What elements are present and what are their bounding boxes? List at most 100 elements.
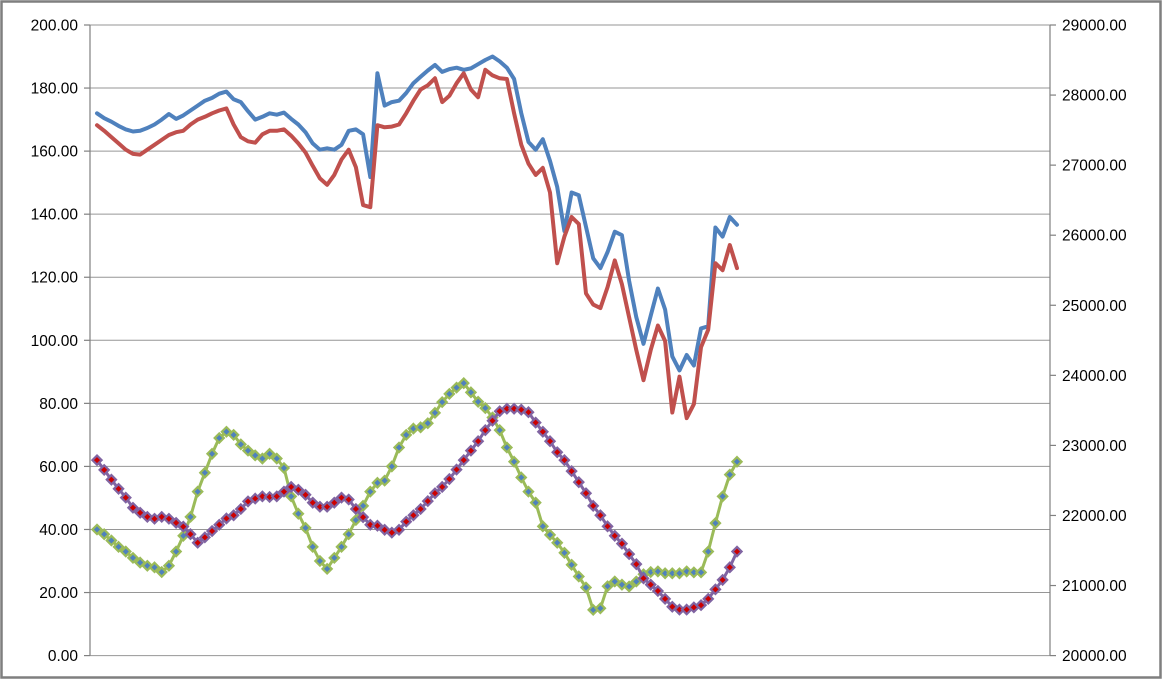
purple-oscillator-line-diamond-marker (529, 416, 542, 429)
green-oscillator-line-diamond-marker (414, 421, 427, 434)
purple-oscillator-line-diamond-marker (400, 515, 413, 528)
purple-oscillator-line-diamond-marker (658, 592, 672, 606)
green-oscillator-line-diamond-marker (493, 424, 506, 437)
purple-oscillator-line-diamond-marker (479, 424, 492, 437)
green-oscillator-line-diamond-marker (680, 565, 693, 578)
green-oscillator-line-diamond-marker (241, 444, 255, 457)
purple-oscillator-line-diamond-marker (651, 584, 665, 598)
series-purple-oscillator-line (90, 402, 744, 616)
purple-oscillator-line-diamond-marker (105, 473, 118, 486)
green-oscillator-line-diamond-marker (464, 386, 478, 399)
green-oscillator-line-diamond-marker (716, 490, 729, 503)
left-axis-label: 120.00 (31, 270, 79, 287)
purple-oscillator-line-diamond-marker (587, 499, 600, 512)
green-oscillator-line-diamond-marker (184, 510, 197, 524)
left-axis-label: 160.00 (31, 144, 79, 161)
green-oscillator-line-diamond-marker (306, 540, 319, 553)
green-oscillator-line-diamond-marker (112, 540, 125, 553)
green-oscillator-line-diamond-marker (651, 565, 665, 578)
green-oscillator-line-diamond-marker (702, 545, 715, 558)
green-oscillator-line-diamond-marker (400, 428, 413, 442)
purple-oscillator-line-diamond-marker (608, 529, 621, 542)
purple-oscillator-line-diamond-marker (709, 583, 722, 596)
green-oscillator-line-diamond-marker (594, 602, 607, 615)
purple-oscillator-line-diamond-marker (227, 509, 240, 522)
green-oscillator-line-diamond-marker (543, 528, 557, 541)
purple-oscillator-line-diamond-marker (543, 435, 557, 448)
right-axis-label: 24000.00 (1062, 368, 1127, 385)
purple-oscillator-line-diamond-marker (184, 528, 197, 541)
green-oscillator-line-diamond-marker (579, 581, 593, 594)
purple-oscillator-line-diamond-marker (457, 453, 470, 467)
purple-oscillator-line-diamond-marker (428, 487, 442, 500)
green-oscillator-line-diamond-marker (299, 521, 312, 535)
green-oscillator-line-diamond-marker (500, 441, 514, 454)
right-axis-label: 28000.00 (1062, 88, 1127, 105)
green-oscillator-line-diamond-marker (392, 441, 406, 454)
left-axis-label: 80.00 (39, 396, 78, 413)
green-oscillator-line-diamond-marker (471, 395, 485, 408)
series-red-price-line (95, 67, 739, 421)
gridlines (90, 24, 1050, 657)
purple-oscillator-line-diamond-marker (622, 547, 636, 561)
purple-oscillator-line-diamond-marker (421, 494, 434, 508)
green-oscillator-line-diamond-marker (285, 490, 298, 503)
green-oscillator-line-diamond-marker (126, 551, 140, 565)
green-oscillator-line-diamond-marker (270, 452, 283, 465)
purple-oscillator-line-diamond-marker (572, 476, 585, 489)
purple-oscillator-line-diamond-marker (177, 520, 190, 533)
purple-oscillator-line-diamond-marker (162, 512, 176, 525)
purple-oscillator-line-diamond-marker (579, 487, 593, 500)
green-oscillator-line-diamond-marker (198, 466, 212, 479)
purple-oscillator-line-diamond-marker (356, 511, 370, 524)
green-oscillator-line-diamond-marker (191, 485, 204, 498)
right-axis-labels: 29000.00 28000.00 27000.00 26000.00 25000.00… (1062, 18, 1127, 666)
purple-oscillator-line-diamond-marker (198, 531, 212, 544)
right-axis-label: 23000.00 (1062, 438, 1127, 455)
right-axis-label: 22000.00 (1062, 508, 1127, 525)
left-axis-label: 0.00 (48, 648, 79, 665)
left-axis-label: 180.00 (31, 81, 79, 98)
purple-oscillator-line-diamond-marker (601, 520, 614, 533)
right-axis-label: 26000.00 (1062, 228, 1127, 245)
green-oscillator-line-diamond-marker (162, 559, 176, 572)
purple-oscillator-line-diamond-marker (292, 483, 305, 496)
purple-oscillator-line-diamond-marker (213, 518, 226, 531)
green-oscillator-line-diamond-marker (507, 455, 521, 468)
green-oscillator-line-diamond-marker (529, 496, 542, 509)
purple-oscillator-line-diamond-marker (191, 536, 204, 549)
purple-oscillator-line-diamond-marker (256, 490, 269, 503)
green-oscillator-line-diamond-marker (457, 377, 470, 390)
purple-oscillator-line-diamond-marker (507, 402, 521, 415)
green-oscillator-line-diamond-marker (378, 474, 391, 487)
left-axis-label: 60.00 (39, 459, 78, 476)
purple-oscillator-line-diamond-marker (349, 502, 363, 516)
green-oscillator-line-diamond-marker (622, 580, 636, 593)
green-oscillator-line-diamond-marker (292, 507, 305, 520)
purple-oscillator-line-diamond-marker (630, 558, 643, 571)
purple-oscillator-line-diamond-marker (515, 403, 528, 416)
purple-oscillator-line-diamond-marker (133, 506, 147, 519)
purple-oscillator-line-diamond-marker (558, 453, 571, 467)
purple-oscillator-line-diamond-marker (306, 496, 319, 509)
purple-oscillator-line-diamond-marker (565, 464, 578, 478)
right-axis-label: 25000.00 (1062, 298, 1127, 315)
purple-oscillator-line-diamond-marker (471, 435, 485, 448)
right-axis-label: 29000.00 (1062, 18, 1127, 35)
green-oscillator-line-diamond-marker (615, 578, 629, 591)
green-oscillator-line-diamond-marker (428, 406, 442, 419)
green-oscillator-line-diamond-marker (709, 517, 722, 530)
green-oscillator-line-diamond-marker (551, 536, 564, 549)
purple-oscillator-line-diamond-marker (594, 509, 607, 522)
green-oscillator-line-diamond-marker (515, 471, 528, 484)
purple-oscillator-line-diamond-marker (342, 493, 355, 506)
purple-oscillator-line-diamond-marker (450, 463, 463, 476)
right-axis-label: 21000.00 (1062, 578, 1127, 595)
purple-oscillator-line-diamond-marker (328, 496, 341, 509)
purple-oscillator-line-diamond-marker (364, 518, 377, 531)
purple-oscillator-line-diamond-marker (486, 414, 499, 427)
green-oscillator-line-diamond-marker (205, 447, 219, 460)
green-oscillator-line-diamond-marker (169, 545, 183, 558)
